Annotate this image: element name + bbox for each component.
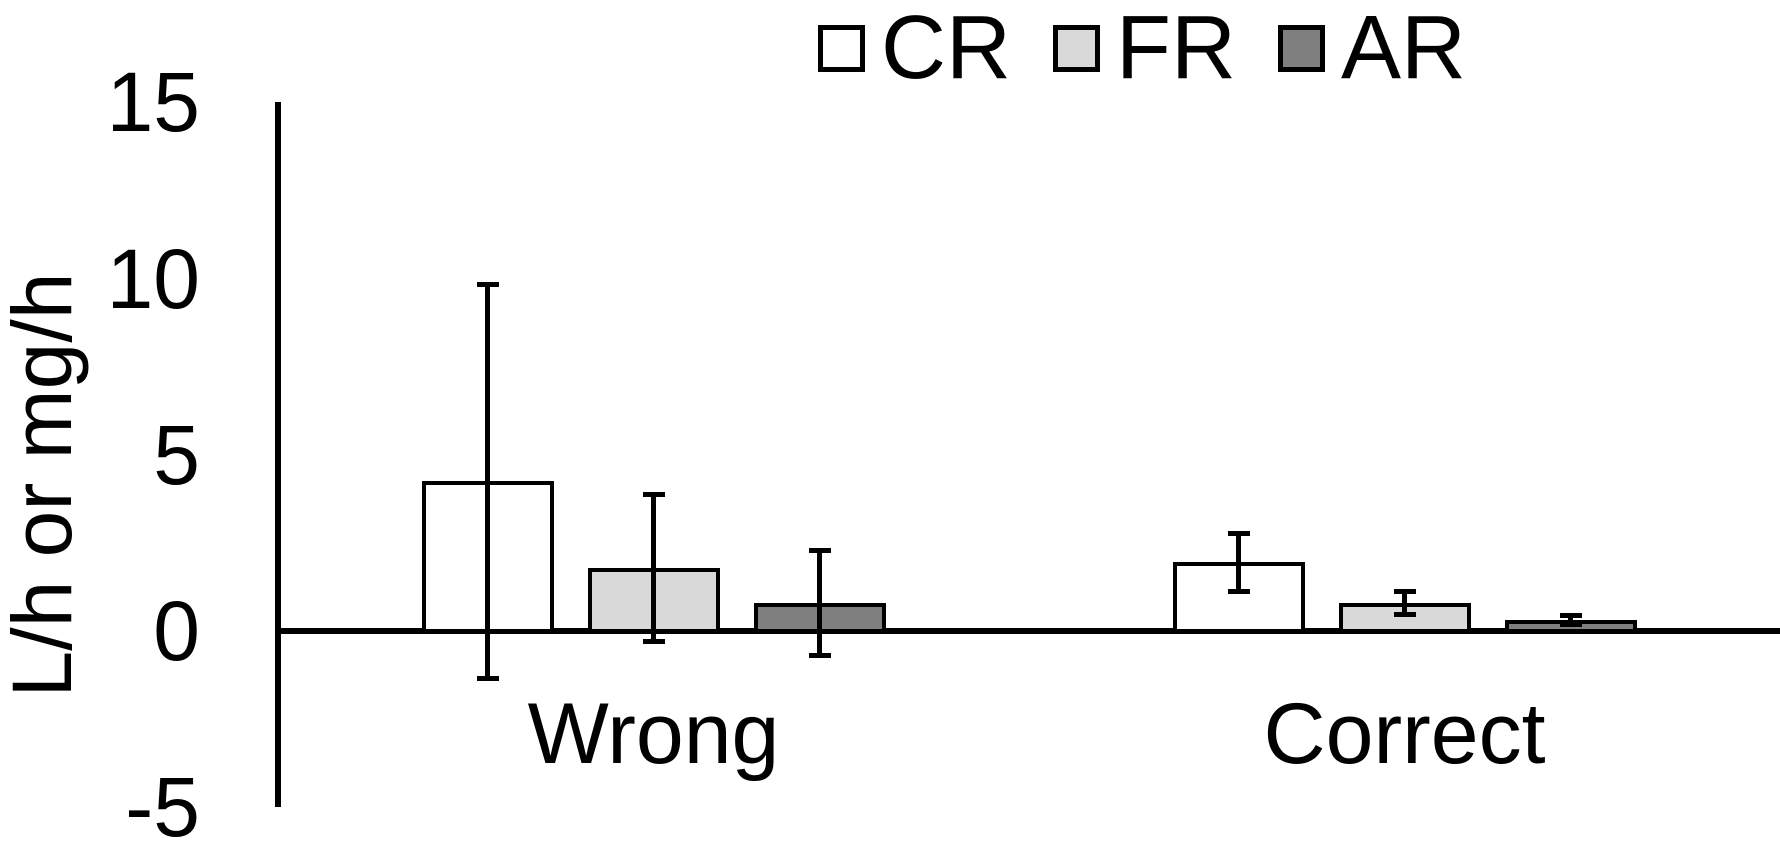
error-bar-cap-bottom — [808, 652, 831, 658]
error-bar-cap-top — [1393, 588, 1416, 594]
category-label-correct: Correct — [1263, 686, 1546, 782]
legend-label-ar: AR — [1340, 0, 1467, 98]
error-bar-line — [1236, 533, 1241, 592]
x-axis-line — [275, 628, 1780, 634]
y-tick-label: -5 — [125, 760, 200, 850]
legend-item-fr: FR — [1053, 0, 1236, 96]
error-bar-line — [651, 493, 656, 642]
error-bar-cap-top — [642, 491, 665, 497]
y-axis-line — [275, 102, 281, 808]
y-tick-label: 15 — [106, 55, 200, 150]
category-label-wrong: Wrong — [527, 686, 780, 782]
error-bar-cap-bottom — [1559, 622, 1582, 627]
legend-swatch-cr — [818, 24, 865, 72]
error-bar-cap-bottom — [1227, 588, 1250, 594]
error-bar-cap-top — [808, 547, 831, 553]
error-bar-cap-bottom — [1393, 611, 1416, 617]
y-tick-label: 0 — [153, 584, 200, 678]
bar-correct-fr — [1338, 602, 1471, 633]
legend-item-ar: AR — [1277, 0, 1467, 98]
legend-label-cr: CR — [881, 0, 1011, 98]
legend-swatch-ar — [1277, 24, 1325, 72]
error-bar-cap-top — [1227, 531, 1250, 536]
legend-item-cr: CR — [818, 0, 1011, 96]
error-bar-cap-top — [1559, 613, 1582, 619]
error-bar-line — [485, 283, 490, 679]
error-bar-cap-bottom — [476, 675, 499, 681]
legend-label-fr: FR — [1116, 0, 1236, 98]
error-bar-cap-top — [476, 281, 499, 287]
y-tick-label: 5 — [153, 407, 200, 502]
error-bar-line — [1402, 590, 1407, 615]
legend: CR FR AR — [818, 0, 1466, 96]
error-bar-cap-bottom — [642, 638, 665, 644]
error-bar-line — [817, 549, 822, 656]
y-tick-label: 10 — [106, 231, 200, 326]
error-bar-line — [1568, 615, 1573, 625]
legend-swatch-fr — [1053, 24, 1100, 72]
